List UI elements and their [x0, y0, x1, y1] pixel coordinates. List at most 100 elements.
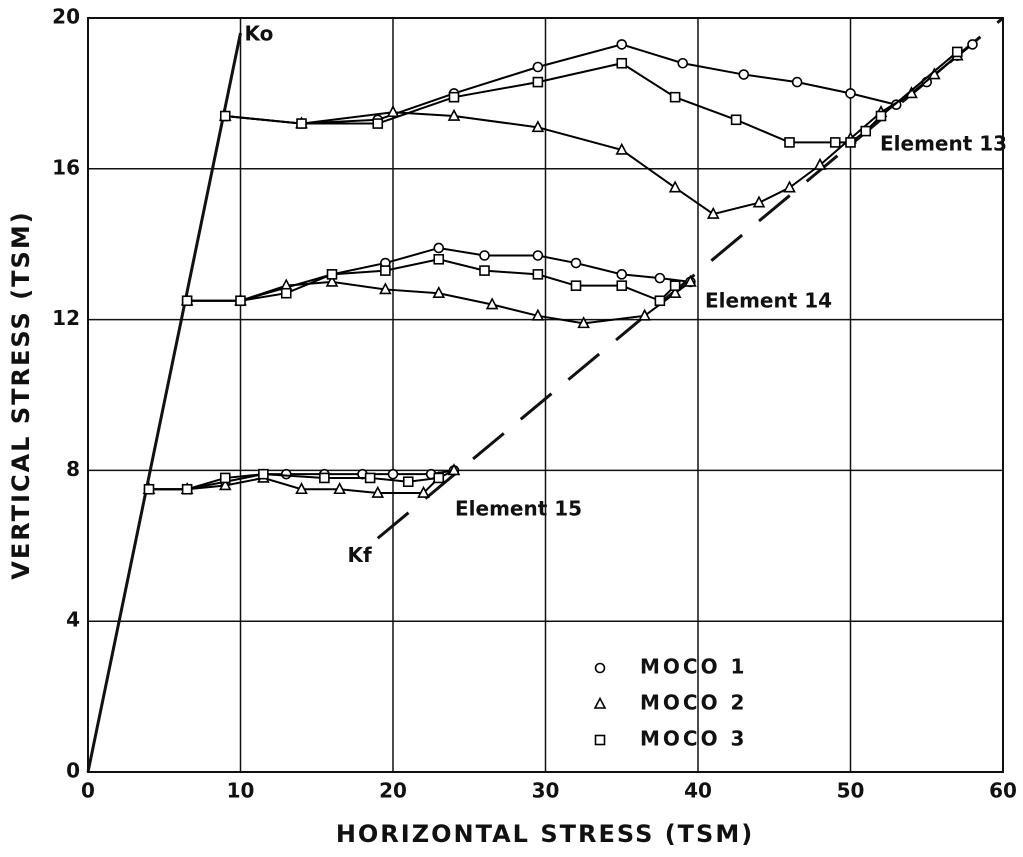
data-point — [531, 308, 545, 321]
data-point — [218, 478, 232, 491]
legend-label: MOCO 2 — [640, 691, 747, 715]
data-point — [752, 195, 766, 208]
data-point — [845, 88, 856, 99]
data-point — [669, 280, 681, 291]
data-point — [372, 118, 384, 129]
data-point — [280, 287, 292, 299]
data-point — [845, 137, 856, 148]
data-point — [577, 316, 590, 329]
data-point — [615, 142, 629, 155]
data-point — [258, 468, 269, 480]
y-tick-label: 4 — [66, 608, 80, 632]
x-tick-label: 0 — [81, 779, 95, 803]
data-point — [616, 39, 628, 50]
x-tick-label: 30 — [532, 779, 560, 803]
data-point — [379, 282, 392, 295]
data-point — [479, 265, 490, 276]
data-point — [532, 269, 544, 280]
reference-line — [86, 32, 242, 773]
data-point — [783, 180, 796, 193]
data-point — [684, 274, 697, 287]
x-tick-label: 40 — [684, 779, 712, 803]
y-tick-label: 0 — [66, 759, 80, 783]
data-point — [875, 110, 887, 122]
data-point — [654, 295, 666, 307]
data-point — [669, 91, 681, 103]
data-point — [951, 46, 963, 58]
data-point — [371, 485, 385, 498]
annotation: Element 15 — [455, 497, 582, 521]
data-point — [829, 137, 841, 148]
series-line — [149, 43, 974, 491]
data-point — [677, 57, 689, 69]
legend-marker — [593, 696, 607, 709]
x-tick-label: 50 — [837, 779, 865, 803]
data-point — [668, 285, 682, 299]
data-point — [417, 485, 430, 498]
y-axis-label: VERTICAL STRESS (TSM) — [7, 210, 35, 579]
y-tick-label: 12 — [52, 306, 80, 330]
series-line — [149, 51, 958, 491]
data-point — [616, 57, 628, 69]
data-point — [532, 61, 544, 73]
data-point — [364, 472, 376, 484]
data-point — [654, 272, 666, 284]
data-point — [448, 91, 460, 103]
annotation: Element 13 — [880, 132, 1007, 156]
y-tick-label: 20 — [52, 5, 80, 29]
data-point — [485, 297, 499, 310]
data-point — [447, 463, 461, 476]
data-point — [235, 295, 246, 307]
data-point — [319, 472, 330, 484]
data-point — [433, 242, 445, 254]
data-point — [280, 468, 292, 480]
x-tick-label: 10 — [227, 779, 255, 803]
data-point — [143, 483, 155, 495]
data-point — [181, 483, 193, 495]
data-point — [295, 482, 308, 495]
y-tick-label: 8 — [66, 457, 80, 481]
legend-marker — [594, 662, 606, 674]
data-point — [326, 269, 338, 280]
data-point — [738, 69, 750, 80]
data-point — [432, 285, 446, 299]
data-point — [433, 253, 445, 265]
data-point — [813, 157, 827, 170]
legend-marker — [594, 734, 606, 746]
data-point — [706, 206, 720, 219]
data-point — [387, 468, 399, 480]
data-point — [402, 476, 414, 488]
x-axis-label: HORIZONTAL STRESS (TSM) — [336, 820, 754, 848]
data-point — [791, 76, 803, 88]
y-tick-label: 16 — [52, 155, 80, 179]
data-point — [386, 105, 400, 118]
data-point — [784, 137, 795, 148]
data-point — [325, 274, 339, 287]
annotation: Element 14 — [705, 289, 832, 313]
data-point — [219, 472, 231, 484]
data-point — [479, 250, 490, 261]
legend-label: MOCO 1 — [640, 655, 747, 679]
reference-label: Kf — [348, 543, 372, 567]
data-point — [447, 108, 461, 121]
data-point — [380, 265, 391, 276]
data-point — [616, 269, 628, 280]
data-point — [532, 250, 544, 261]
data-point — [638, 308, 651, 321]
data-point — [433, 472, 445, 484]
reference-label: Ko — [245, 22, 274, 46]
data-point — [570, 257, 582, 269]
data-point — [967, 39, 978, 50]
data-point — [860, 125, 872, 137]
data-point — [181, 295, 193, 307]
data-point — [570, 280, 582, 291]
data-point — [333, 482, 346, 495]
x-tick-label: 20 — [379, 779, 407, 803]
data-point — [616, 280, 628, 291]
legend-label: MOCO 3 — [640, 727, 747, 751]
data-point — [219, 110, 231, 122]
data-point — [668, 180, 682, 193]
data-point — [532, 76, 544, 88]
x-tick-label: 60 — [989, 779, 1017, 803]
